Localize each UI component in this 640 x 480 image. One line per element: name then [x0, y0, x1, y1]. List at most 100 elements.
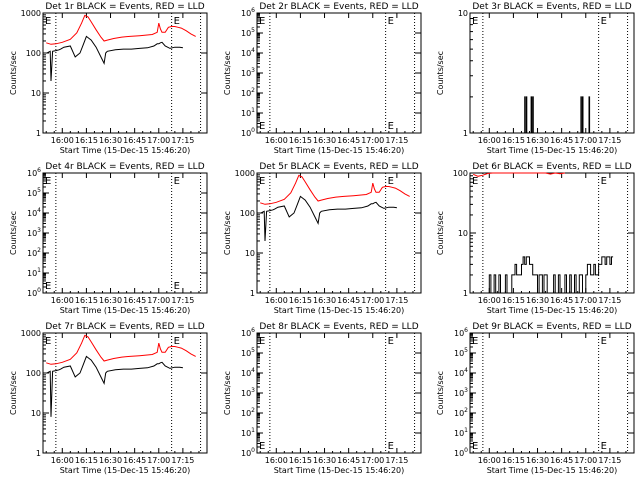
series-line-lld: [473, 172, 565, 177]
y-tick-label: 1: [36, 449, 41, 458]
x-tick-label: 16:15: [502, 456, 525, 465]
y-tick-label: 1: [463, 289, 468, 298]
x-tick-label: 17:15: [598, 456, 621, 465]
x-tick-label: 16:15: [502, 296, 525, 305]
corner-label: E: [472, 176, 478, 187]
x-axis-label: Start Time (15-Dec-15 15:46:20): [60, 146, 191, 155]
y-tick-label: 10: [31, 89, 41, 98]
panel-title: Det 1r BLACK = Events, RED = LLD: [45, 2, 204, 12]
x-tick-label: 16:45: [550, 296, 573, 305]
corner-label: E: [601, 441, 607, 452]
corner-label: E: [174, 16, 180, 27]
panel-title: Det 9r BLACK = Events, RED = LLD: [472, 322, 631, 332]
x-axis-label: Start Time (15-Dec-15 15:46:20): [60, 306, 191, 315]
x-tick-label: 16:45: [123, 136, 146, 145]
corner-label: E: [174, 336, 180, 347]
corner-label: E: [388, 441, 394, 452]
y-tick-label: 100: [241, 447, 255, 458]
y-tick-label: 106: [241, 7, 255, 18]
x-tick-label: 16:00: [478, 296, 501, 305]
x-tick-label: 16:30: [99, 456, 122, 465]
x-tick-label: 16:45: [337, 296, 360, 305]
y-tick-label: 102: [241, 407, 255, 418]
plot-frame: [469, 12, 635, 134]
series-line-events: [46, 355, 183, 417]
y-tick-label: 1: [250, 289, 255, 298]
panel-title: Det 6r BLACK = Events, RED = LLD: [472, 162, 631, 172]
y-axis-label: Counts/sec: [9, 51, 18, 95]
corner-label: E: [45, 16, 51, 27]
y-tick-label: 101: [241, 107, 255, 118]
x-tick-label: 17:00: [574, 136, 597, 145]
y-axis-label: Counts/sec: [223, 371, 232, 415]
x-tick-label: 16:45: [550, 136, 573, 145]
y-tick-label: 10: [458, 9, 468, 18]
x-tick-label: 16:45: [337, 456, 360, 465]
corner-label: E: [601, 176, 607, 187]
y-tick-label: 1000: [21, 9, 41, 18]
x-tick-label: 17:00: [147, 136, 170, 145]
y-tick-label: 103: [241, 387, 255, 398]
x-axis-label: Start Time (15-Dec-15 15:46:20): [274, 306, 405, 315]
plot-frame: [256, 332, 422, 454]
corner-label: E: [259, 176, 265, 187]
x-tick-label: 16:15: [75, 296, 98, 305]
corner-label: E: [388, 16, 394, 27]
y-tick-label: 100: [26, 49, 41, 58]
corner-label: E: [388, 336, 394, 347]
x-tick-label: 17:15: [171, 136, 194, 145]
x-tick-label: 16:45: [123, 296, 146, 305]
y-tick-label: 100: [454, 447, 468, 458]
y-tick-label: 100: [241, 127, 255, 138]
x-tick-label: 16:30: [526, 136, 549, 145]
x-tick-label: 16:45: [123, 456, 146, 465]
series-line-lld: [46, 14, 196, 45]
corner-label: E: [472, 336, 478, 347]
y-tick-label: 102: [454, 407, 468, 418]
x-tick-label: 17:00: [361, 296, 384, 305]
x-tick-label: 16:15: [75, 456, 98, 465]
corner-label: E: [259, 441, 265, 452]
x-tick-label: 17:15: [385, 136, 408, 145]
corner-label: E: [388, 176, 394, 187]
y-tick-label: 101: [241, 427, 255, 438]
x-axis-label: Start Time (15-Dec-15 15:46:20): [60, 466, 191, 475]
x-tick-label: 16:30: [99, 136, 122, 145]
x-tick-label: 17:00: [361, 136, 384, 145]
plot-frame: [42, 332, 208, 454]
corner-label: E: [45, 336, 51, 347]
y-tick-label: 1: [463, 129, 468, 138]
series-line-events: [260, 195, 397, 242]
y-tick-label: 104: [27, 207, 41, 218]
x-tick-label: 17:15: [171, 296, 194, 305]
y-tick-label: 103: [27, 227, 41, 238]
x-tick-label: 17:15: [598, 136, 621, 145]
y-tick-label: 106: [454, 327, 468, 338]
y-tick-label: 105: [241, 27, 255, 38]
x-axis-label: Start Time (15-Dec-15 15:46:20): [274, 466, 405, 475]
y-tick-label: 101: [454, 427, 468, 438]
y-tick-label: 103: [241, 67, 255, 78]
y-tick-label: 106: [241, 327, 255, 338]
x-tick-label: 16:00: [265, 456, 288, 465]
corner-label: E: [45, 176, 51, 187]
x-tick-label: 17:15: [598, 296, 621, 305]
y-tick-label: 102: [241, 87, 255, 98]
y-tick-label: 100: [26, 369, 41, 378]
x-tick-label: 17:00: [574, 456, 597, 465]
y-axis-label: Counts/sec: [436, 51, 445, 95]
y-tick-label: 1000: [235, 169, 255, 178]
y-tick-label: 104: [454, 367, 468, 378]
y-tick-label: 105: [241, 347, 255, 358]
y-tick-label: 104: [241, 47, 255, 58]
x-tick-label: 16:00: [51, 456, 74, 465]
x-tick-label: 17:15: [171, 456, 194, 465]
x-axis-label: Start Time (15-Dec-15 15:46:20): [487, 306, 618, 315]
corner-label: E: [174, 281, 180, 292]
x-tick-label: 16:15: [289, 296, 312, 305]
